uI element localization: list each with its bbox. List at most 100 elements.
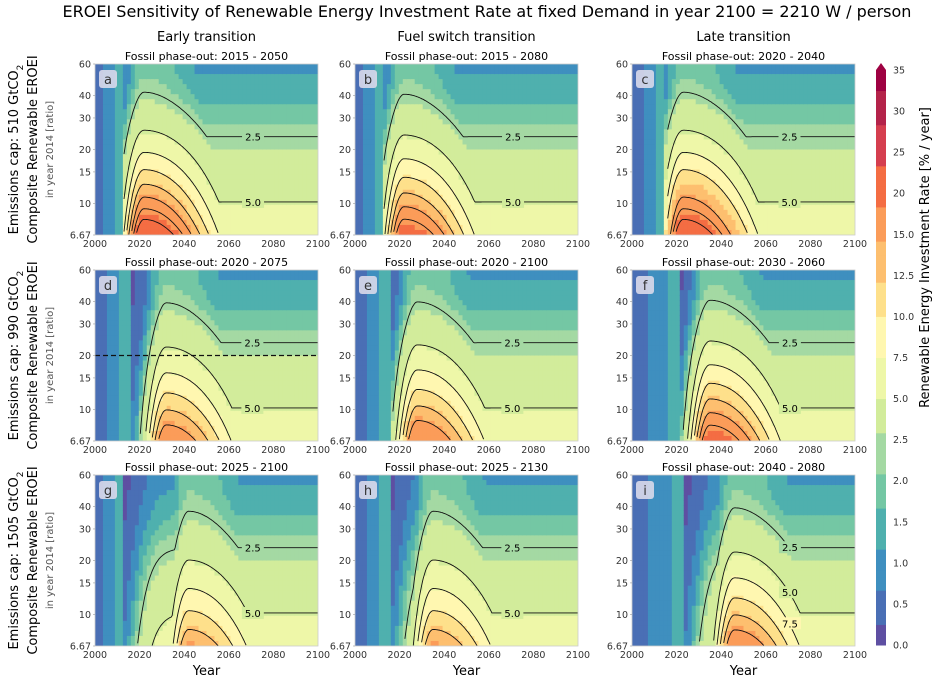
column-title: Early transition bbox=[157, 30, 256, 45]
heatmap-field: 2.5 5.0 bbox=[632, 270, 855, 441]
panel-subtitle: Fossil phase-out: 2030 - 2060 bbox=[662, 256, 825, 269]
colorbar-tick-label: 0.0 bbox=[893, 641, 908, 652]
heatmap-field: 2.5 5.0 bbox=[632, 64, 855, 235]
y-tick-label: 15 bbox=[616, 578, 628, 589]
row-label: Emissions cap: 1505 GtCO2 Composite Renew… bbox=[7, 466, 56, 654]
contour-line bbox=[145, 346, 318, 432]
panel-letter: c bbox=[641, 73, 648, 88]
y-tick-label: 15 bbox=[616, 167, 628, 178]
y-tick-label: 10 bbox=[339, 610, 351, 621]
x-axis-label: Year bbox=[192, 664, 221, 679]
y-tick-label: 60 bbox=[339, 266, 351, 277]
colorbar-label: Renewable Energy Investment Rate [% / ye… bbox=[918, 107, 933, 408]
y-tick-label: 6.67 bbox=[607, 642, 628, 653]
y-tick-label: 15 bbox=[79, 167, 91, 178]
contour-line bbox=[151, 392, 220, 441]
contour-line bbox=[123, 129, 318, 203]
y-tick-label: 15 bbox=[339, 167, 351, 178]
x-tick-label: 2040 bbox=[172, 445, 196, 456]
panel-g: Fossil phase-out: 2025 - 2100 2.5 5.0 g 6.67… bbox=[70, 461, 330, 661]
y-tick-label: 60 bbox=[616, 266, 628, 277]
contour-line bbox=[383, 93, 578, 161]
y-tick-label: 30 bbox=[79, 524, 91, 535]
x-tick-label: 2000 bbox=[620, 239, 644, 250]
panel-letter-badge bbox=[359, 276, 377, 294]
x-tick-label: 2020 bbox=[388, 445, 412, 456]
y-tick-label: 60 bbox=[79, 471, 91, 482]
x-tick-label: 2060 bbox=[754, 650, 778, 661]
x-tick-label: 2040 bbox=[172, 650, 196, 661]
x-tick-label: 2000 bbox=[343, 239, 367, 250]
y-tick-label: 6.67 bbox=[607, 231, 628, 242]
panel-letter-badge bbox=[99, 70, 117, 88]
y-tick-label: 40 bbox=[616, 502, 628, 513]
contour-line bbox=[393, 206, 445, 235]
y-tick-label: 30 bbox=[339, 524, 351, 535]
contour-line bbox=[716, 577, 800, 645]
x-tick-label: 2060 bbox=[754, 445, 778, 456]
panel-subtitle: Fossil phase-out: 2015 - 2050 bbox=[125, 50, 288, 63]
contour-line bbox=[404, 510, 578, 639]
panel-letter-badge bbox=[359, 481, 377, 499]
contour-line bbox=[696, 398, 761, 441]
panel-subtitle: Fossil phase-out: 2015 - 2080 bbox=[385, 50, 548, 63]
contour-line bbox=[395, 344, 578, 440]
panel-subtitle: Fossil phase-out: 2020 - 2075 bbox=[125, 256, 288, 269]
x-tick-label: 2000 bbox=[83, 239, 107, 250]
row-label-axis: Composite Renewable EROEI bbox=[26, 55, 41, 243]
contour-line bbox=[149, 372, 232, 441]
y-tick-label: 10 bbox=[616, 405, 628, 416]
contour-line bbox=[383, 134, 578, 209]
contour-label: 2.5 bbox=[504, 544, 520, 555]
panel-letter: e bbox=[364, 279, 372, 294]
row-label-axis: Composite Renewable EROEI bbox=[26, 466, 41, 654]
x-tick-label: 2100 bbox=[566, 239, 590, 250]
contour-line bbox=[713, 551, 855, 641]
contour-label: 5.0 bbox=[245, 609, 261, 620]
contour-line bbox=[151, 559, 318, 646]
y-tick-label: 10 bbox=[79, 199, 91, 210]
panel-letter: d bbox=[104, 279, 112, 294]
y-tick-label: 60 bbox=[616, 471, 628, 482]
y-tick-label: 30 bbox=[616, 319, 628, 330]
y-tick-label: 10 bbox=[79, 610, 91, 621]
panel-letter-badge bbox=[636, 70, 654, 88]
heatmap-field: 2.5 5.0 bbox=[355, 475, 578, 646]
contour-line bbox=[670, 196, 731, 235]
x-tick-label: 2060 bbox=[754, 239, 778, 250]
colorbar-tick-label: 20 bbox=[893, 189, 905, 200]
y-tick-label: 40 bbox=[339, 502, 351, 513]
x-tick-label: 2080 bbox=[798, 650, 822, 661]
panel-d: Fossil phase-out: 2020 - 2075 2.5 5.0 d 6.67… bbox=[70, 256, 330, 456]
contour-label: 2.5 bbox=[245, 133, 261, 144]
panel-letter-badge bbox=[636, 481, 654, 499]
contour-line bbox=[667, 129, 855, 203]
contour-label: 2.5 bbox=[504, 339, 520, 350]
panel-h: Fossil phase-out: 2025 - 2130 2.5 5.0 h 6.67… bbox=[330, 461, 590, 661]
contour-line bbox=[402, 388, 473, 441]
contour-line bbox=[417, 588, 491, 645]
contour-line bbox=[424, 629, 463, 646]
y-tick-label: 60 bbox=[79, 266, 91, 277]
x-tick-label: 2020 bbox=[128, 239, 152, 250]
column-title: Late transition bbox=[696, 30, 790, 45]
x-tick-label: 2020 bbox=[128, 650, 152, 661]
panel-f: Fossil phase-out: 2030 - 2060 2.5 5.0 f 6.67… bbox=[607, 256, 867, 456]
y-tick-label: 20 bbox=[339, 351, 351, 362]
y-tick-label: 20 bbox=[616, 556, 628, 567]
x-tick-label: 2080 bbox=[798, 239, 822, 250]
x-tick-label: 2040 bbox=[432, 650, 456, 661]
panel-letter: g bbox=[104, 484, 112, 499]
contour-line bbox=[699, 507, 855, 642]
panel-letter: a bbox=[104, 73, 112, 88]
panel-i: Fossil phase-out: 2040 - 2080 2.5 5.0 7.5 i 6… bbox=[607, 461, 867, 661]
panel-letter-badge bbox=[99, 276, 117, 294]
contour-line bbox=[682, 299, 855, 430]
y-tick-label: 15 bbox=[339, 373, 351, 384]
y-tick-label: 15 bbox=[339, 578, 351, 589]
y-tick-label: 30 bbox=[79, 319, 91, 330]
contour-line bbox=[137, 510, 318, 644]
x-tick-label: 2060 bbox=[217, 650, 241, 661]
contour-label: 5.0 bbox=[782, 404, 798, 415]
x-tick-label: 2100 bbox=[306, 445, 330, 456]
